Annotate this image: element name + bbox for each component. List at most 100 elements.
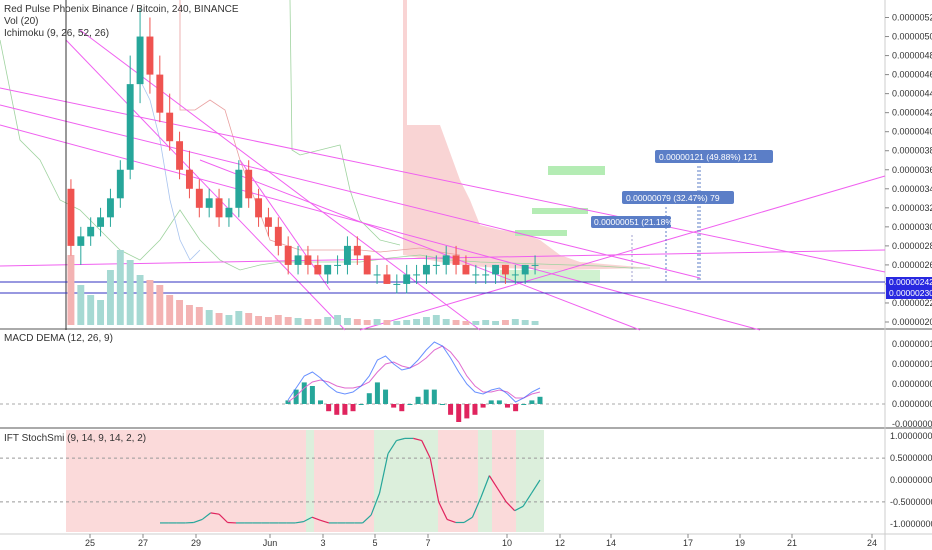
candle (284, 236, 292, 275)
macd-axis[interactable]: 0.00000015 0.00000010 0.00000005 0.00000000… (892, 339, 932, 429)
macd-histogram-bar (407, 404, 413, 405)
volume-bar (472, 321, 480, 325)
price-tag-label: 0.00000242 (889, 277, 932, 287)
macd-histogram-bar (472, 404, 478, 415)
macd-histogram-bar (293, 389, 299, 404)
volume-bar (422, 317, 430, 325)
volume-bar (343, 318, 351, 325)
time-axis-label: Jun (263, 538, 278, 548)
ift-line-segment (497, 488, 507, 503)
time-axis-label: 17 (683, 538, 693, 548)
volume-bar (334, 315, 342, 325)
macd-legend[interactable]: MACD DEMA (12, 26, 9) (4, 333, 113, 344)
candle (205, 188, 213, 218)
macd-histogram-bar (366, 393, 372, 404)
candle (87, 217, 95, 246)
volume-bar (492, 321, 500, 325)
macd-histogram-bar (537, 396, 543, 404)
measure-tag-3[interactable]: 0.00000051 (21.18%) 51 (591, 216, 688, 228)
candle (116, 160, 124, 208)
candle (482, 264, 490, 284)
time-axis-label: 25 (85, 538, 95, 548)
volume-legend[interactable]: Vol (20) (4, 16, 38, 27)
candle (363, 255, 371, 275)
volume-bar (77, 285, 85, 325)
time-axis-label: 10 (502, 538, 512, 548)
volume-bar (353, 319, 361, 325)
volume-bar (511, 319, 519, 325)
macd-pane[interactable] (0, 330, 885, 427)
candle (156, 55, 164, 123)
candle (393, 274, 401, 294)
ift-line-segment (320, 519, 330, 524)
candle (373, 264, 381, 284)
price-axis-label: 0.00000460 (892, 70, 932, 80)
candle (511, 264, 519, 284)
measure-tag-label: 0.00000079 (32.47%) 79 (626, 193, 720, 203)
measure-tag-1[interactable]: 0.00000121 (49.88%) 121 (655, 150, 773, 163)
volume-bar (245, 313, 253, 325)
ift-line-segment (295, 521, 304, 524)
macd-histogram-bar (391, 404, 397, 408)
volume-bars (67, 250, 539, 325)
volume-bar (146, 280, 154, 325)
ift-line-segment (463, 516, 473, 524)
ichimoku-legend[interactable]: Ichimoku (9, 26, 52, 26) (4, 28, 109, 39)
macd-histogram-bar (423, 389, 429, 404)
candle (383, 264, 391, 284)
volume-bar (521, 320, 529, 325)
ift-line-segment (387, 440, 397, 455)
ift-line-segment (218, 513, 228, 523)
ift-line-segment (311, 516, 321, 521)
volume-bar (215, 313, 223, 325)
volume-bar (255, 316, 263, 325)
price-axis-label: 0.00000440 (892, 89, 932, 99)
price-axis-label: 0.00000340 (892, 184, 932, 194)
volume-bar (274, 315, 282, 325)
candle (97, 207, 105, 237)
candle (176, 131, 184, 180)
ift-line-segment (438, 501, 448, 520)
ift-line-segment (429, 457, 440, 503)
candle (452, 245, 460, 275)
ift-line-segment (362, 514, 372, 524)
measure-tag-2[interactable]: 0.00000079 (32.47%) 79 (622, 191, 734, 204)
volume-bar (284, 317, 292, 325)
candle (136, 8, 144, 104)
macd-line (287, 341, 541, 403)
candle (462, 255, 470, 275)
ift-line-segment (471, 497, 482, 518)
ift-line-segment (210, 512, 220, 515)
macd-histogram-bar (439, 404, 445, 405)
main-legend[interactable]: Red Pulse Phoenix Binance / Bitcoin, 240… (4, 4, 239, 15)
candle (314, 255, 322, 275)
candle (432, 255, 440, 275)
price-axis-label: 0.00000320 (892, 203, 932, 213)
volume-bar (225, 315, 233, 325)
price-axis-label: 0.00000400 (892, 127, 932, 137)
ift-legend[interactable]: IFT StochSmi (9, 14, 9, 14, 2, 2) (4, 433, 146, 444)
candle (264, 207, 272, 237)
price-axis-label: 0.00000420 (892, 108, 932, 118)
ift-line-segment (303, 516, 313, 523)
macd-histogram-bar (342, 404, 348, 415)
macd-histogram-bar (326, 404, 332, 412)
macd-histogram-bar (513, 404, 519, 412)
time-axis[interactable]: 25 27 29 Jun 3 5 7 10 12 14 17 19 21 24 (85, 534, 877, 548)
price-axis-label: 0.00000500 (892, 32, 932, 42)
candle (126, 55, 134, 180)
candle (146, 17, 154, 94)
macd-histogram-bar (318, 400, 324, 404)
ift-line-segment (421, 440, 431, 459)
time-axis-label: 7 (425, 538, 430, 548)
ift-line-segment (480, 475, 490, 498)
price-axis-label: 0.00000280 (892, 241, 932, 251)
volume-bar (126, 260, 134, 325)
